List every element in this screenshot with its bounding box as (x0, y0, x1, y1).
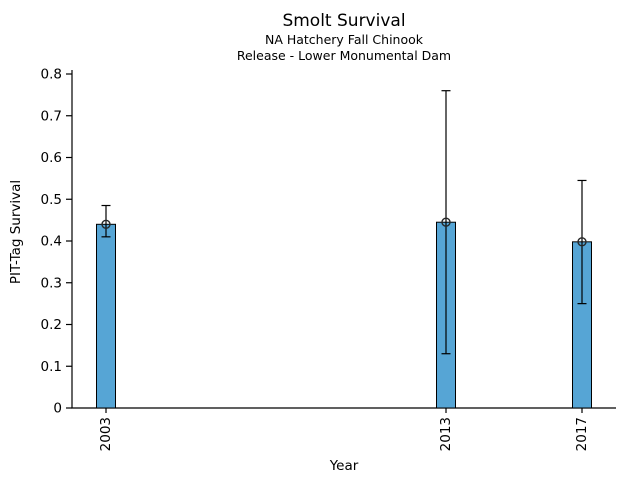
y-tick-label: 0.7 (41, 108, 62, 124)
chart-subtitle-line2: Release - Lower Monumental Dam (236, 48, 452, 63)
chart-title: Smolt Survival (282, 11, 406, 31)
x-tick-label: 2003 (98, 417, 114, 451)
x-axis-title: Year (329, 458, 359, 474)
y-tick-label: 0.3 (41, 275, 62, 291)
x-tick-label: 2017 (574, 417, 590, 451)
y-tick-label: 0.6 (41, 150, 62, 166)
bar-2003 (96, 223, 116, 409)
y-tick-label: 0.2 (41, 317, 62, 333)
y-tick-label: 0.4 (41, 234, 62, 250)
y-axis-title: PIT-Tag Survival (8, 179, 24, 285)
y-tick-label: 0.5 (41, 192, 62, 208)
y-tick-label: 0.8 (41, 67, 62, 83)
y-tick-label: 0 (53, 401, 62, 417)
chart-subtitle-line1: NA Hatchery Fall Chinook (264, 32, 424, 47)
open-circle-marker-2003 (101, 219, 111, 230)
open-circle-marker-2013 (441, 217, 451, 227)
open-circle-marker-2017 (577, 237, 587, 247)
y-tick-label: 0.1 (41, 359, 62, 375)
x-tick-label: 2013 (438, 417, 454, 451)
